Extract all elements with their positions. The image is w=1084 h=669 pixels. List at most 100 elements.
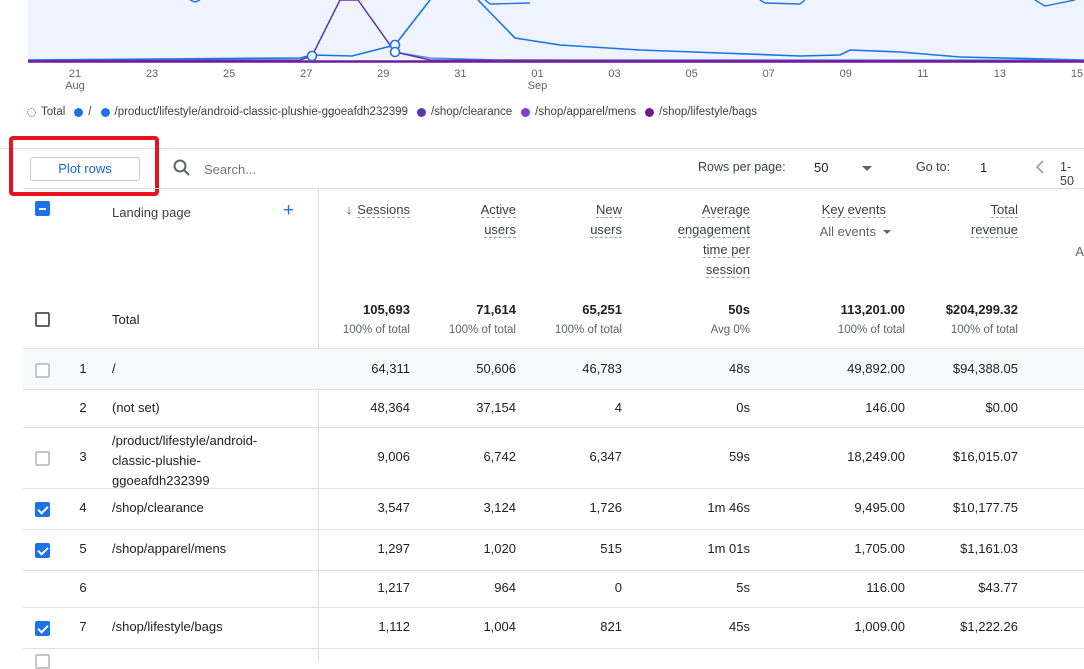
aet-cell: 59s — [729, 449, 750, 464]
sessions-cell: 1,217 — [377, 580, 410, 595]
active-users-cell: 37,154 — [476, 400, 516, 415]
sessions-cell: 1,112 — [378, 619, 410, 634]
row-number: 5 — [79, 541, 87, 556]
key-events-cell: 49,892.00 — [847, 361, 905, 376]
chevron-down-icon[interactable] — [883, 230, 891, 234]
legend-item[interactable]: /product/lifestyle/android-classic-plush… — [100, 106, 408, 118]
x-tick-label: 09 — [840, 68, 852, 80]
legend-label: /shop/apparel/mens — [535, 106, 637, 118]
row-checkbox[interactable] — [35, 621, 50, 636]
landing-page-cell[interactable]: /shop/apparel/mens — [112, 541, 227, 556]
new-users-cell: 515 — [600, 541, 622, 556]
active-users-cell: 50,606 — [476, 361, 516, 376]
total-key-events: 113,201.00 — [840, 302, 905, 317]
revenue-cell: $94,388.05 — [952, 361, 1018, 376]
chevron-left-icon[interactable] — [1034, 159, 1046, 175]
active-users-header[interactable]: Active users — [480, 202, 516, 238]
rows-per-page-label: Rows per page: — [698, 160, 786, 174]
total-active-users-sub: 100% of total — [448, 324, 516, 336]
chart-plot-background — [28, 0, 1084, 62]
active-users-cell: 1,004 — [483, 619, 516, 634]
total-revenue-header[interactable]: Total revenue — [971, 202, 1018, 238]
total-revenue: $204,299.32 — [945, 302, 1018, 317]
plot-rows-button[interactable]: Plot rows — [30, 157, 140, 181]
column-divider — [318, 188, 319, 660]
search-input[interactable] — [202, 158, 406, 180]
row-divider — [23, 348, 1084, 349]
legend-item[interactable]: /shop/clearance — [416, 106, 512, 118]
landing-page-cell[interactable]: classic-plushie- — [112, 453, 201, 468]
row-checkbox[interactable] — [35, 543, 50, 558]
landing-page-cell[interactable]: /product/lifestyle/android- — [112, 433, 258, 448]
series-total-line — [27, 0, 431, 61]
x-tick-label: 11 — [917, 68, 928, 80]
landing-page-cell[interactable]: ggoeafdh232399 — [112, 473, 210, 488]
avg-engagement-header[interactable]: Average engagement time per session — [677, 202, 750, 278]
legend-item[interactable]: / — [74, 106, 92, 118]
legend-item[interactable]: /shop/lifestyle/bags — [645, 106, 757, 118]
row-divider — [23, 488, 1084, 489]
legend-item[interactable]: Total — [27, 106, 65, 118]
landing-page-header[interactable]: Landing page — [112, 205, 191, 220]
sessions-cell: 64,311 — [371, 361, 410, 376]
legend-dot-icon — [645, 107, 655, 117]
pagination-range: 1-50 — [1060, 160, 1074, 188]
truncated-column-header[interactable]: A — [1075, 244, 1084, 259]
total-row-checkbox[interactable] — [35, 312, 50, 327]
row-divider — [23, 648, 1084, 649]
row-divider — [23, 427, 1084, 428]
aet-cell: 1m 01s — [707, 541, 750, 556]
row-divider — [23, 570, 1084, 571]
active-users-cell: 964 — [494, 580, 516, 595]
key-events-cell: 18,249.00 — [847, 449, 905, 464]
revenue-cell: $1,222.26 — [960, 619, 1018, 634]
row-number: 6 — [79, 580, 87, 595]
row-checkbox[interactable] — [35, 451, 50, 466]
legend-label: / — [88, 106, 92, 118]
revenue-cell: $16,015.07 — [952, 449, 1018, 464]
total-new-users: 65,251 — [582, 302, 622, 317]
row-checkbox[interactable] — [35, 654, 50, 669]
landing-page-cell[interactable]: / — [112, 361, 116, 376]
new-users-cell: 6,347 — [589, 449, 622, 464]
row-checkbox[interactable] — [35, 502, 50, 517]
total-revenue-sub: 100% of total — [950, 324, 1018, 336]
row-checkbox[interactable] — [35, 363, 50, 378]
landing-page-cell[interactable]: /shop/clearance — [112, 500, 204, 515]
total-active-users: 71,614 — [476, 302, 516, 317]
chevron-down-icon[interactable] — [862, 166, 872, 171]
key-events-filter[interactable]: All events — [819, 224, 876, 239]
total-label: Total — [112, 312, 140, 327]
select-all-checkbox[interactable] — [35, 201, 50, 216]
active-users-cell: 6,742 — [483, 449, 516, 464]
goto-input[interactable]: 1 — [980, 160, 988, 175]
chart-legend: Total / /product/lifestyle/android-classic… — [27, 106, 757, 118]
aet-cell: 5s — [736, 580, 750, 595]
series-top-segment-2 — [1034, 0, 1076, 7]
total-sessions-sub: 100% of total — [342, 324, 410, 336]
sessions-header[interactable]: ↓ Sessions — [345, 202, 410, 218]
revenue-cell: $0.00 — [985, 400, 1018, 415]
data-table — [23, 188, 1084, 189]
active-users-cell: 1,020 — [483, 541, 516, 556]
x-tick-label: 25 — [223, 68, 235, 80]
landing-page-cell[interactable]: (not set) — [112, 400, 160, 415]
legend-dot-icon — [521, 107, 531, 117]
series-clearance-line — [27, 0, 1084, 62]
row-hover-background — [23, 349, 1084, 389]
series-total-line-2 — [477, 0, 1084, 61]
x-tick-label: 15 — [1071, 68, 1083, 80]
rows-per-page-select[interactable]: 50 — [814, 160, 829, 175]
x-tick-month-label: Aug — [65, 80, 85, 92]
x-tick-label: 31 — [454, 68, 466, 80]
new-users-header[interactable]: New users — [590, 202, 622, 238]
x-tick-label: 07 — [763, 68, 775, 80]
x-tick-label: 21 — [69, 68, 81, 80]
legend-item[interactable]: /shop/apparel/mens — [521, 106, 636, 118]
landing-page-cell[interactable]: /shop/lifestyle/bags — [112, 619, 223, 634]
add-dimension-icon[interactable]: + — [283, 200, 295, 221]
search-icon[interactable] — [172, 158, 192, 178]
total-key-events-sub: 100% of total — [837, 324, 905, 336]
key-events-header[interactable]: Key events — [821, 202, 886, 218]
